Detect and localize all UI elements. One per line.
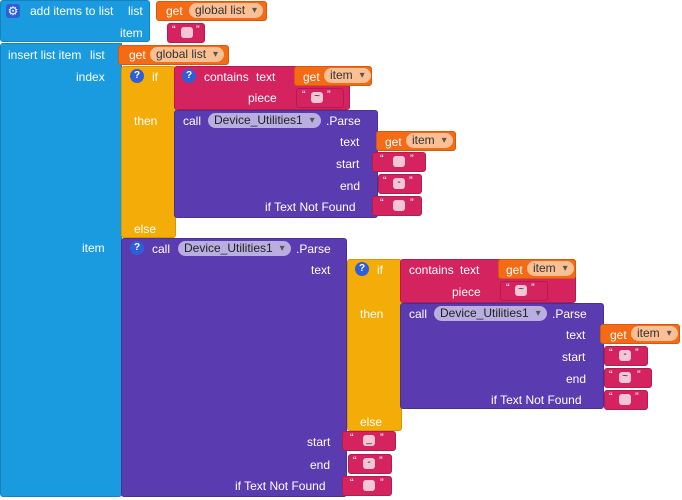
- add-items-label: add items to list: [30, 4, 114, 18]
- else-label: else: [134, 222, 157, 236]
- question-mark-icon[interactable]: ?: [355, 262, 369, 276]
- if-label: if: [152, 70, 158, 84]
- string-value[interactable]: _: [363, 435, 375, 446]
- add-items-to-list-block[interactable]: [0, 0, 150, 42]
- question-mark-icon[interactable]: ?: [130, 241, 144, 255]
- not-found-label: if Text Not Found: [235, 479, 326, 493]
- call-parse-block-2[interactable]: [121, 238, 347, 497]
- string-value[interactable]: [393, 156, 405, 167]
- string-value[interactable]: [181, 27, 193, 38]
- string-value[interactable]: [393, 200, 405, 211]
- piece-label: piece: [452, 285, 481, 299]
- call-label: call: [152, 242, 171, 256]
- not-found-label: if Text Not Found: [265, 200, 356, 214]
- global-list-dropdown[interactable]: global list: [189, 3, 264, 18]
- global-list-dropdown[interactable]: global list: [150, 47, 225, 62]
- text-label: text: [460, 263, 480, 277]
- string-value[interactable]: ~: [515, 285, 527, 296]
- then-label: then: [134, 114, 158, 128]
- gear-icon[interactable]: ⚙: [6, 4, 20, 18]
- method-label: .Parse: [552, 307, 587, 321]
- string-value[interactable]: -: [619, 350, 631, 361]
- string-value[interactable]: ~: [311, 92, 323, 103]
- item-socket-label: item: [82, 241, 105, 255]
- item-socket-label: item: [120, 26, 143, 40]
- string-value[interactable]: -: [393, 178, 405, 189]
- get-label: get: [129, 48, 146, 62]
- start-label: start: [562, 350, 586, 364]
- string-value[interactable]: ~: [619, 372, 631, 383]
- method-label: .Parse: [326, 114, 361, 128]
- end-label: end: [310, 458, 331, 472]
- get-label: get: [166, 4, 183, 18]
- call-label: call: [183, 114, 202, 128]
- text-label: text: [311, 263, 331, 277]
- end-label: end: [566, 372, 587, 386]
- call-label: call: [409, 307, 428, 321]
- get-label: get: [385, 135, 402, 149]
- start-label: start: [307, 435, 331, 449]
- component-dropdown[interactable]: Device_Utilities1: [178, 241, 291, 256]
- index-socket-label: index: [76, 70, 105, 84]
- item-dropdown[interactable]: item: [527, 261, 574, 276]
- text-label: text: [340, 135, 360, 149]
- call-parse-block-1[interactable]: [174, 110, 378, 218]
- string-value[interactable]: [619, 394, 631, 405]
- item-dropdown[interactable]: item: [406, 133, 453, 148]
- insert-label: insert list item: [8, 48, 82, 62]
- list-socket-label: list: [128, 4, 143, 18]
- end-label: end: [340, 179, 361, 193]
- question-mark-icon[interactable]: ?: [130, 69, 144, 83]
- text-label: text: [566, 328, 586, 342]
- item-dropdown[interactable]: item: [631, 326, 678, 341]
- component-dropdown[interactable]: Device_Utilities1: [208, 113, 321, 128]
- get-label: get: [303, 70, 320, 84]
- if-then-else-block-2[interactable]: [347, 259, 402, 431]
- else-label: else: [360, 415, 383, 429]
- if-then-else-block-1[interactable]: [121, 66, 176, 238]
- method-label: .Parse: [296, 242, 331, 256]
- text-label: text: [256, 70, 276, 84]
- string-value[interactable]: [363, 480, 375, 491]
- item-dropdown[interactable]: item: [324, 68, 371, 83]
- piece-label: piece: [248, 91, 277, 105]
- start-label: start: [336, 157, 360, 171]
- string-value[interactable]: -: [363, 458, 375, 469]
- insert-list-item-block[interactable]: [0, 43, 122, 497]
- contains-label: contains: [204, 70, 249, 84]
- if-label: if: [377, 263, 383, 277]
- then-label: then: [360, 307, 384, 321]
- not-found-label: if Text Not Found: [491, 393, 582, 407]
- get-label: get: [506, 263, 523, 277]
- contains-label: contains: [409, 263, 454, 277]
- get-label: get: [610, 328, 627, 342]
- component-dropdown[interactable]: Device_Utilities1: [434, 306, 547, 321]
- question-mark-icon[interactable]: ?: [182, 69, 196, 83]
- insert-list-label: list: [90, 48, 105, 62]
